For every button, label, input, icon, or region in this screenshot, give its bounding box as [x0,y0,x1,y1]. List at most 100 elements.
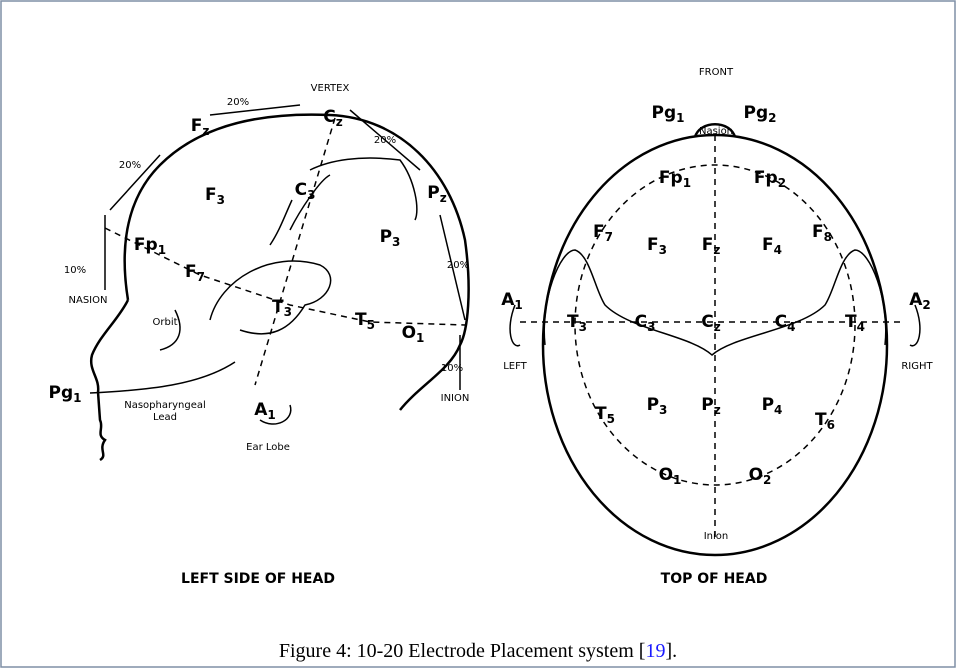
top-head-drawing [509,123,921,557]
label: C3 [635,312,656,334]
label: Pz [701,395,720,417]
label-text: Nasopharyngeal [124,400,206,411]
label: 20% [227,97,249,108]
label-text: P [427,183,439,203]
label: P4 [762,395,783,417]
label-text: 10% [64,265,86,276]
label-subscript: 1 [416,331,424,345]
label: P3 [647,395,668,417]
label: Fz [191,116,210,138]
label: C4 [775,312,796,334]
label: A1 [501,290,523,312]
label: T3 [567,312,587,334]
label: F7 [593,222,613,244]
label: T5 [355,310,375,332]
label: F7 [185,262,205,284]
label: F3 [205,185,225,207]
label: Pg1 [49,383,82,405]
label-subscript: 3 [217,193,225,207]
label: FRONT [699,67,734,78]
label-text: INION [441,393,470,404]
label-subscript: 1 [673,473,681,487]
panel-title: TOP OF HEAD [661,571,768,587]
label-subscript: 3 [284,305,292,319]
label: Fp2 [754,168,786,190]
label-text: F [185,262,197,282]
label-subscript: 4 [787,320,795,334]
label: Fp1 [134,235,166,257]
label: 10% [441,363,463,374]
label-text: O [749,465,763,485]
label-subscript: 1 [73,391,81,405]
citation[interactable]: 19 [645,640,666,662]
label-text: T [815,410,827,430]
label: VERTEX [311,83,350,94]
label-text: P [380,227,392,247]
label: INION [441,393,470,404]
label-subscript: 4 [774,243,782,257]
label: F4 [762,235,782,257]
label-subscript: z [714,320,721,334]
label: O1 [659,465,682,487]
label-text: F [191,116,203,136]
label-subscript: 1 [676,111,684,125]
label-text: A [254,400,268,420]
label: 20% [119,160,141,171]
label-text: VERTEX [311,83,350,94]
label-text: A [909,290,923,310]
label-text: F [647,235,659,255]
label: Fz [702,235,721,257]
label-subscript: 6 [827,418,835,432]
label-text: Fp [659,168,683,188]
label: Pg1 [652,103,685,125]
label-text: T [355,310,367,330]
label-text: NASION [69,295,108,306]
label: O1 [402,323,425,345]
label: T4 [845,312,865,334]
label-text: T [272,297,284,317]
label-subscript: 1 [683,176,691,190]
label: Fp1 [659,168,691,190]
label-subscript: 3 [579,320,587,334]
label-subscript: 1 [158,243,166,257]
label-subscript: 2 [922,298,930,312]
label-subscript: z [336,115,343,129]
label-text: Lead [153,412,177,423]
label: LEFT [503,361,527,372]
label: T6 [815,410,835,432]
label: Ear Lobe [246,442,290,453]
left-head-drawing [89,104,470,462]
label-text: Pg [652,103,677,123]
label-text: C [295,180,307,200]
label-text: F [205,185,217,205]
label: Nasopharyngeal [124,400,206,411]
label-text: C [323,107,335,127]
label: A1 [254,400,276,422]
label: 20% [447,260,469,271]
label-text: P [701,395,713,415]
label-text: Fp [134,235,158,255]
label-subscript: z [440,191,447,205]
label: A2 [909,290,931,312]
label: Nasion [699,126,733,137]
label: 10% [64,265,86,276]
label-subscript: 2 [763,473,771,487]
label-subscript: 3 [659,243,667,257]
label-subscript: 4 [774,403,782,417]
label-text: Pg [49,383,74,403]
label-subscript: 3 [647,320,655,334]
label-text: C [701,312,713,332]
label: P3 [380,227,401,249]
panel-title: LEFT SIDE OF HEAD [181,571,335,587]
label-text: Nasion [699,126,733,137]
label-text: F [702,235,714,255]
label: Cz [701,312,720,334]
label: Inion [704,531,729,542]
label-subscript: 2 [778,176,786,190]
label-text: T [567,312,579,332]
label: T3 [272,297,292,319]
label-text: Orbit [152,317,177,328]
label-subscript: 3 [307,188,315,202]
